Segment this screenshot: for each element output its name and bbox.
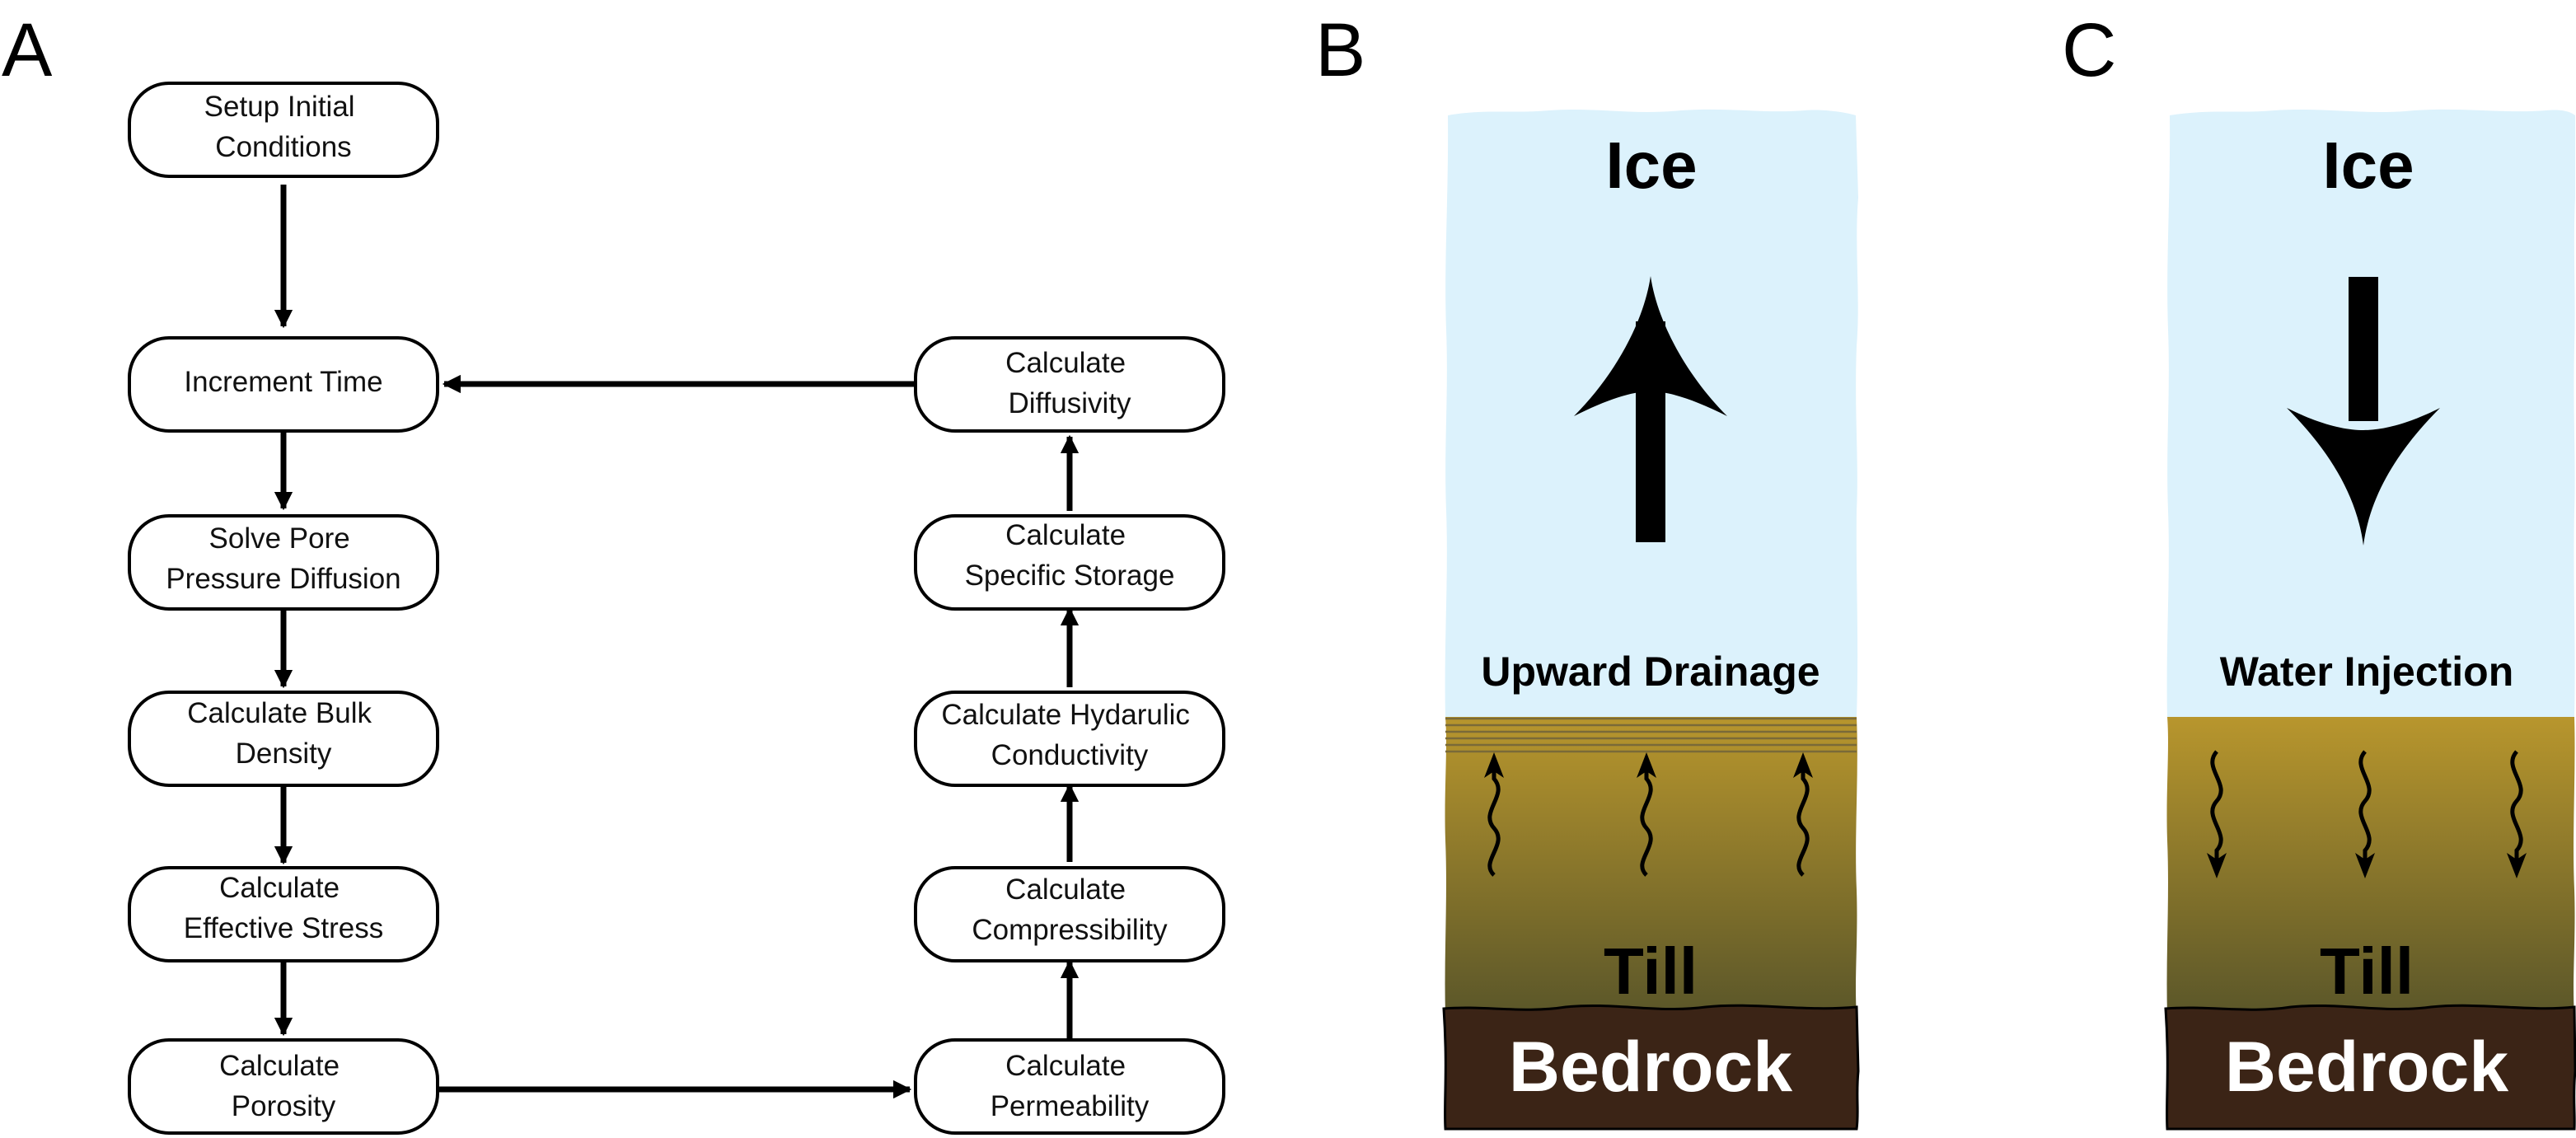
wavy-arrow-3-c xyxy=(2510,750,2523,861)
big-upward-arrow-b xyxy=(1574,276,1727,542)
drainage-laminae-b xyxy=(1445,717,1857,753)
wavy-arrow-2-c xyxy=(2358,750,2372,861)
till-layer-c xyxy=(2166,717,2575,1017)
wavy-arrow-2-b xyxy=(1640,766,1653,877)
svg-text:Calculate Permeability: Calculate Permeability xyxy=(991,1050,1150,1122)
wavy-arrowheads-b xyxy=(1484,752,1813,778)
svg-text:Solve Pore Pressure Di: Solve Pore Pressure Diffusion xyxy=(166,522,400,595)
wavy-arrowheads-c xyxy=(2207,853,2527,878)
panel-b-letter: B xyxy=(1315,8,1365,92)
box-permeability-line2: Permeability xyxy=(991,1090,1150,1122)
panel-b: B Ice Upward Drainage Till xyxy=(1315,8,1860,1131)
box-compressibility-line1: Calculate xyxy=(1005,873,1126,906)
box-diffusivity-line1: Calculate xyxy=(1005,347,1126,379)
svg-text:Calculate Porosity: Calculate Porosity xyxy=(219,1050,348,1122)
box-calculate-hydraulic-conductivity: Calculate Hydarulic Conductivity xyxy=(914,691,1225,787)
arrowhead-1-b xyxy=(1484,752,1504,778)
flowchart-connectors xyxy=(274,185,1080,1099)
wavy-arrow-1-c xyxy=(2210,750,2223,861)
panel-a-letter: A xyxy=(2,8,53,92)
box-solve-line2: Pressure Diffusion xyxy=(166,563,400,595)
arrowhead-1-c xyxy=(2207,853,2227,878)
panel-c-letter: C xyxy=(2062,8,2116,92)
svg-text:Calculate Hydarulic Co: Calculate Hydarulic Conductivity xyxy=(941,699,1197,771)
box-calculate-compressibility: Calculate Compressibility xyxy=(914,866,1225,962)
flow-label-b: Upward Drainage xyxy=(1481,649,1820,695)
box-storage-line2: Specific Storage xyxy=(965,560,1175,592)
panel-a: A Setup Initial Conditions xyxy=(2,8,1225,1135)
panel-c: C Ice Water Injection Till Bedrock xyxy=(2062,8,2576,1131)
svg-text:Calculate Diffusivity: Calculate Diffusivity xyxy=(1005,347,1134,419)
svg-text:Calculate Compressibil: Calculate Compressibility xyxy=(972,873,1168,946)
wavy-upward-arrows-b xyxy=(1487,766,1810,877)
box-calculate-porosity: Calculate Porosity xyxy=(128,1038,439,1135)
svg-text:Increment Time: Increment Time xyxy=(184,366,382,398)
svg-text:Calculate Bulk Density: Calculate Bulk Density xyxy=(187,697,379,770)
box-stress-line2: Effective Stress xyxy=(184,912,384,944)
bedrock-label-b: Bedrock xyxy=(1509,1028,1792,1107)
ice-label-c: Ice xyxy=(2322,129,2414,202)
box-setup-line2: Conditions xyxy=(215,131,351,163)
box-calculate-effective-stress: Calculate Effective Stress xyxy=(128,866,439,962)
till-label-c: Till xyxy=(2320,934,2414,1008)
wavy-arrow-3-b xyxy=(1796,766,1810,877)
big-downward-arrow-c xyxy=(2287,277,2440,546)
box-conductivity-line1: Calculate Hydarulic xyxy=(941,699,1190,731)
bedrock-layer-c xyxy=(2164,1004,2576,1131)
svg-text:Calculate Effective St: Calculate Effective Stress xyxy=(184,872,384,944)
arrowhead-3-c xyxy=(2507,853,2527,878)
box-storage-line1: Calculate xyxy=(1005,519,1126,551)
box-calculate-specific-storage: Calculate Specific Storage xyxy=(914,514,1225,611)
box-compressibility-line2: Compressibility xyxy=(972,914,1168,946)
svg-text:Setup Initial Conditio: Setup Initial Conditions xyxy=(204,91,363,163)
till-label-b: Till xyxy=(1604,934,1698,1008)
box-bulk-line1: Calculate Bulk xyxy=(187,697,372,729)
box-conductivity-line2: Conductivity xyxy=(991,739,1149,771)
flow-label-c: Water Injection xyxy=(2220,649,2514,695)
box-bulk-line2: Density xyxy=(236,738,332,770)
box-calculate-bulk-density: Calculate Bulk Density xyxy=(128,691,439,787)
box-calculate-permeability: Calculate Permeability xyxy=(914,1038,1225,1135)
arrowhead-2-c xyxy=(2355,853,2375,878)
box-solve-pore-pressure: Solve Pore Pressure Diffusion xyxy=(128,514,439,611)
till-layer-b xyxy=(1445,717,1857,1017)
arrowhead-2-b xyxy=(1637,752,1656,778)
wavy-downward-arrows-c xyxy=(2210,750,2523,861)
box-setup-line1: Setup Initial xyxy=(204,91,355,123)
box-increment-line1: Increment Time xyxy=(184,366,382,398)
box-stress-line1: Calculate xyxy=(219,872,340,904)
box-solve-line1: Solve Pore xyxy=(209,522,350,555)
box-porosity-line1: Calculate xyxy=(219,1050,340,1082)
box-diffusivity-line2: Diffusivity xyxy=(1008,387,1131,419)
box-increment-time: Increment Time xyxy=(128,336,439,433)
box-porosity-line2: Porosity xyxy=(232,1090,336,1122)
box-permeability-line1: Calculate xyxy=(1005,1050,1126,1082)
ice-label-b: Ice xyxy=(1605,129,1697,202)
bedrock-layer-b xyxy=(1442,1004,1860,1131)
box-setup-initial-conditions: Setup Initial Conditions xyxy=(128,82,439,178)
bedrock-label-c: Bedrock xyxy=(2225,1028,2508,1107)
arrowhead-3-b xyxy=(1793,752,1813,778)
svg-text:Calculate Specific Sto: Calculate Specific Storage xyxy=(965,519,1175,592)
wavy-arrow-1-b xyxy=(1487,766,1501,877)
box-calculate-diffusivity: Calculate Diffusivity xyxy=(914,336,1225,433)
